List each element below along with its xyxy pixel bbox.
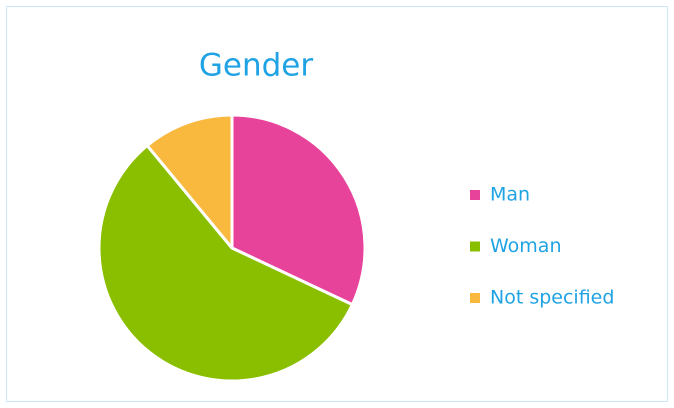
pie-slice (230, 113, 367, 307)
legend-label: Not specified (490, 287, 614, 309)
pie-slice (97, 144, 354, 383)
legend-swatch (470, 293, 480, 303)
legend-label: Man (490, 184, 530, 206)
chart-title: Gender (199, 48, 313, 84)
legend-swatch (470, 241, 480, 252)
pie-slice (145, 113, 234, 250)
legend-label: Woman (490, 235, 562, 257)
legend-swatch (470, 190, 480, 200)
